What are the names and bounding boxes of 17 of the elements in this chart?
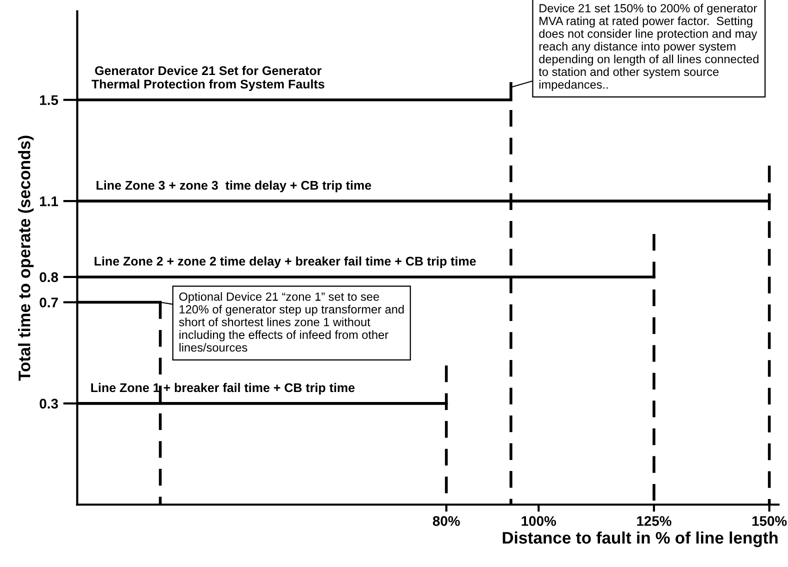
y-tick-label: 0.3 [40, 398, 58, 409]
y-axis-title: Total time to operate (seconds) [18, 136, 34, 381]
x-tick-label: 125% [637, 516, 672, 526]
series-label: Generator Device 21 Set for Generator Thermal Protection from System Faults [92, 66, 324, 92]
y-tick-label: 0.7 [40, 298, 58, 308]
annotation: Device 21 set 150% to 200% of generator MVA rating at rated power factor. Setting does not consider line protection and may reach any distance into power system depending on length of all lines connected to station and other system source impedances.. [538, 4, 758, 92]
y-tick-label: 1.1 [40, 196, 58, 206]
x-tick-label: 150% [752, 516, 787, 526]
annotation: Optional Device 21 “zone 1” set to see 120% of generator step up transformer and short of shortest lines zone 1 without including the effects of infeed from other lines/sources [179, 292, 404, 352]
x-tick-label: 100% [522, 516, 556, 526]
series-label: Line Zone 2 + zone 2 time delay + breaker fail time + CB trip time [94, 256, 476, 268]
x-tick-label: 80% [432, 516, 460, 526]
x-axis-title: Distance to fault in % of line length [502, 531, 778, 548]
series-label: Line Zone 3 + zone 3 time delay + CB trip time [96, 180, 372, 192]
y-tick-label: 1.5 [40, 95, 58, 106]
y-tick-label: 0.8 [40, 272, 58, 282]
series-label: Line Zone 1 + breaker fail time + CB trip time [91, 382, 355, 395]
